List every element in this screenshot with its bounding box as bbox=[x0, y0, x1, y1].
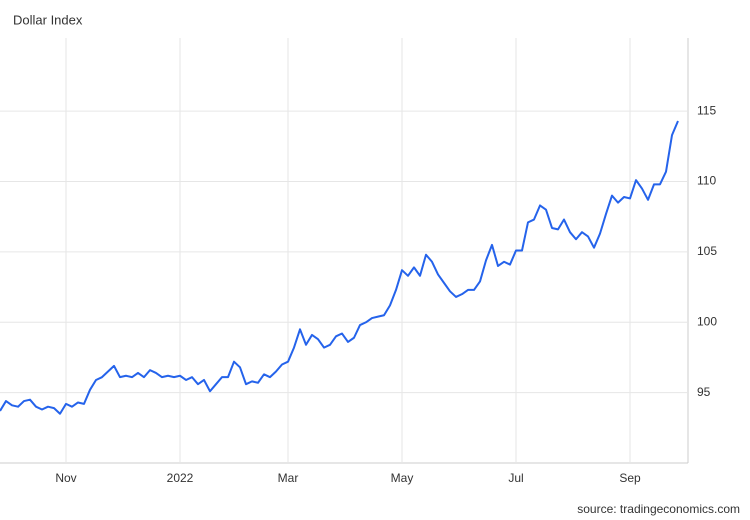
line bbox=[0, 120, 679, 415]
x-tick-label: Sep bbox=[619, 471, 641, 485]
x-tick-label: May bbox=[391, 471, 414, 485]
y-tick-label: 105 bbox=[697, 244, 717, 258]
source: source: tradingeconomics.com bbox=[577, 502, 740, 516]
x-tick-label: Jul bbox=[508, 471, 523, 485]
y-tick-label: 100 bbox=[697, 314, 717, 328]
y-tick-label: 115 bbox=[697, 103, 716, 117]
y-tick-label: 95 bbox=[697, 385, 711, 399]
x-tick-label: 2022 bbox=[167, 471, 194, 485]
x-tick-label: Mar bbox=[278, 471, 299, 485]
x-tick-label: Nov bbox=[55, 471, 76, 485]
chart-title: Dollar Index bbox=[13, 12, 83, 27]
y-tick-label: 110 bbox=[697, 174, 716, 188]
